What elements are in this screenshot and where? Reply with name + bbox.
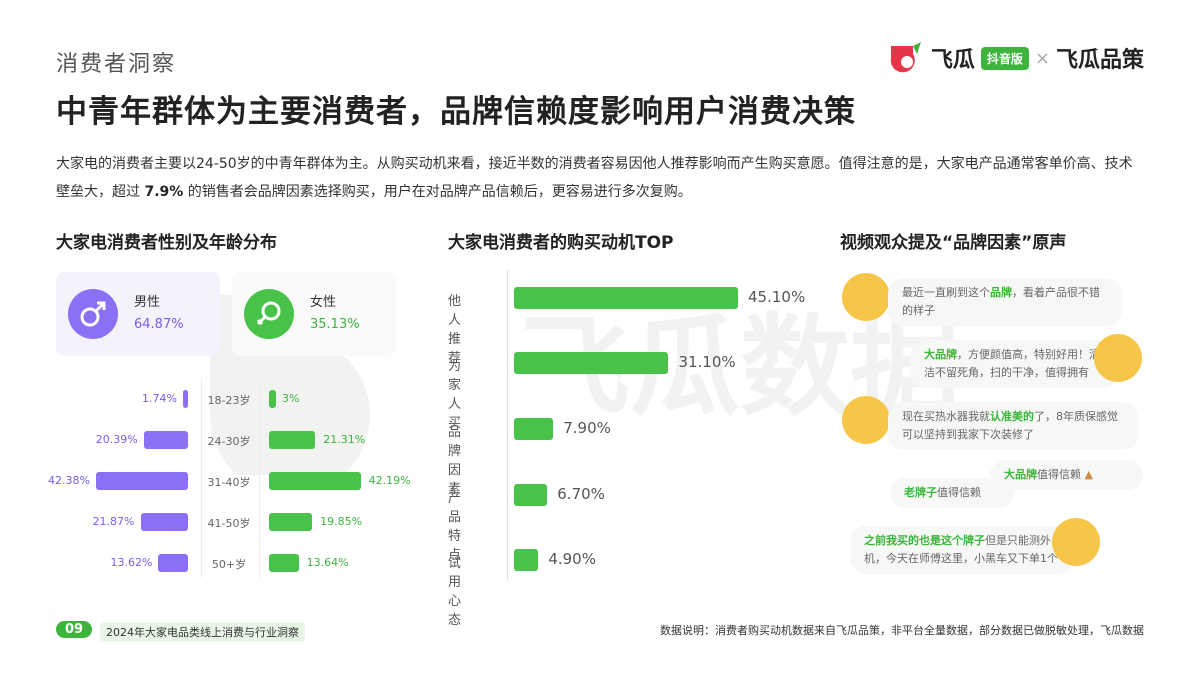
female-card: 女性 35.13% [232, 272, 396, 356]
brand-logo: 飞瓜 抖音版 × 飞瓜品策 [887, 40, 1144, 76]
brand-name-left: 飞瓜 [930, 48, 975, 73]
female-label: 女性 [310, 295, 337, 310]
motivation-bar [514, 484, 548, 506]
brand-separator: × [1034, 47, 1050, 69]
motivation-label: 他人推荐 [448, 294, 462, 366]
intro-paragraph: 大家电的消费者主要以24-50岁的中青年群体为主。从购买动机来看，接近半数的消费… [56, 150, 1146, 206]
male-age-pct: 21.87% [92, 515, 135, 528]
page-title: 中青年群体为主要消费者，品牌信赖度影响用户消费决策 [56, 94, 856, 130]
male-card: 男性 64.87% [56, 272, 220, 356]
age-group-label: 18-23岁 [207, 394, 251, 407]
motivation-value: 6.70% [557, 485, 605, 503]
motivation-value: 31.10% [678, 353, 736, 371]
female-pct: 35.13% [310, 317, 360, 332]
intro-part1: 大家电的消费者主要以24-50岁的中青年群体为主。从购买动机来看，接近半数的消费… [56, 156, 1133, 200]
female-age-bar [269, 554, 299, 572]
feigua-logo-icon [890, 42, 921, 73]
data-source-note: 数据说明：消费者购买动机数据来自飞瓜品策，非平台全量数据，部分数据已做脱敏处理，… [660, 624, 1144, 637]
male-age-bar [183, 390, 188, 408]
motivation-bar [514, 352, 669, 374]
female-age-bar [269, 513, 313, 531]
motivation-label: 品牌因素 [448, 425, 462, 497]
winking-emoji-icon [1052, 518, 1100, 566]
motivation-label: 试用心态 [448, 556, 462, 628]
intro-highlight: 7.9% [144, 184, 184, 200]
page-number: 09 [56, 621, 93, 638]
brand-tag: 抖音版 [980, 46, 1029, 70]
report-name: 2024年大家电品类线上消费与行业洞察 [100, 622, 305, 642]
voice-bubble-6: 之前我买的也是这个牌子但是只能测外机，今天在师傅这里，小黑车又下单1个 [850, 526, 1074, 574]
motivation-value: 7.90% [563, 419, 611, 437]
male-age-pct: 13.62% [110, 556, 153, 569]
male-pct: 64.87% [134, 317, 184, 332]
female-age-pct: 19.85% [320, 515, 363, 528]
female-age-pct: 13.64% [306, 556, 349, 569]
motivation-value: 45.10% [748, 288, 806, 306]
female-age-bar [269, 431, 316, 449]
voices-title: 视频观众提及“品牌因素”原声 [840, 233, 1067, 253]
sunglasses-emoji-icon [1094, 334, 1142, 382]
male-age-bar [143, 431, 188, 449]
male-age-bar [96, 472, 188, 490]
age-group-label: 31-40岁 [207, 476, 251, 489]
gender-age-title: 大家电消费者性别及年龄分布 [56, 233, 277, 253]
age-divider-left [201, 378, 202, 578]
female-age-pct: 42.19% [368, 474, 411, 487]
female-age-bar [269, 390, 276, 408]
female-age-pct: 3% [282, 392, 300, 405]
laughing-emoji-icon [842, 273, 890, 321]
voice-bubble-5: 老牌子值得信赖 [890, 478, 1014, 508]
age-group-label: 24-30岁 [207, 435, 251, 448]
female-age-pct: 21.31% [323, 433, 366, 446]
male-age-bar [140, 513, 188, 531]
voice-bubble-4: 大品牌值得信赖 ▲ [990, 460, 1143, 490]
female-symbol-icon [244, 289, 294, 339]
motivation-bar [514, 549, 539, 571]
voice-bubble-1: 最近一直刷到这个品牌，看着产品很不错的样子 [888, 278, 1122, 326]
voice-bubble-2: 大品牌，方便颜值高，特别好用！清洁不留死角，扫的干净，值得拥有 [910, 340, 1118, 388]
age-group-label: 41-50岁 [207, 517, 251, 530]
voice-bubble-3: 现在买热水器我就认准美的了，8年质保感觉可以坚持到我家下次装修了 [888, 402, 1138, 450]
male-age-bar [158, 554, 188, 572]
motivation-bar [514, 418, 554, 440]
male-symbol-icon [68, 289, 118, 339]
male-age-pct: 42.38% [48, 474, 90, 487]
section-label: 消费者洞察 [56, 52, 177, 77]
male-label: 男性 [134, 295, 161, 310]
motivation-bar [514, 287, 738, 309]
age-group-label: 50+岁 [211, 558, 247, 571]
motivation-label: 产品特点 [448, 491, 462, 563]
male-age-pct: 1.74% [142, 392, 177, 405]
male-age-pct: 20.39% [95, 433, 138, 446]
motivation-axis [507, 270, 508, 580]
motivation-title: 大家电消费者的购买动机TOP [448, 233, 674, 253]
brand-name-right: 飞瓜品策 [1055, 48, 1144, 73]
age-divider-right [259, 378, 260, 578]
female-age-bar [269, 472, 361, 490]
motivation-label: 为家人买 [448, 359, 462, 431]
intro-part2: 的销售者会品牌因素选择购买，用户在对品牌产品信赖后，更容易进行多次复购。 [183, 184, 692, 200]
motivation-value: 4.90% [548, 550, 596, 568]
heart-eyes-emoji-icon [842, 396, 890, 444]
